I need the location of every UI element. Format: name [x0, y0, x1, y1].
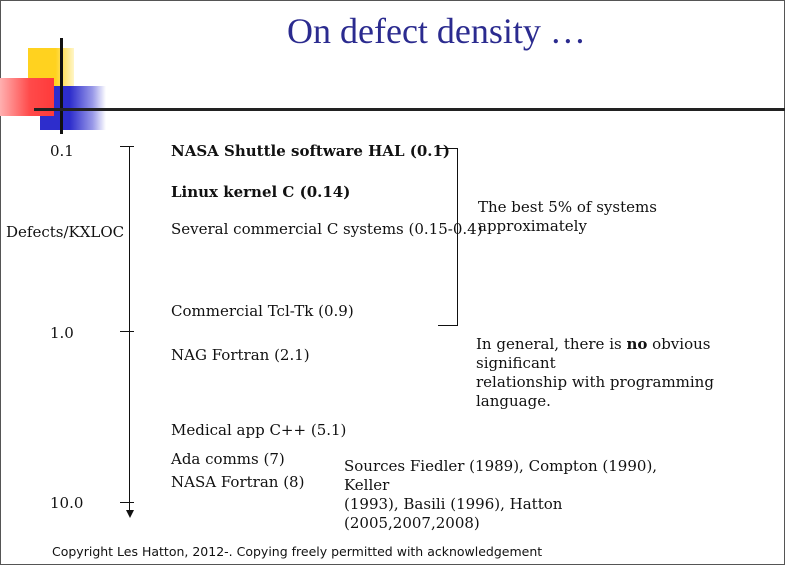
general-note-prefix: In general, there is	[476, 335, 627, 353]
bracket-bottom	[438, 325, 458, 326]
general-note-line2: relationship with programming language.	[476, 373, 714, 410]
decorative-vertical-line	[60, 38, 63, 134]
axis-tick-0-1	[120, 146, 134, 147]
bracket-vertical	[457, 148, 458, 326]
sources-line1: Sources Fiedler (1989), Compton (1990), …	[344, 457, 658, 494]
axis-tick-1-0	[120, 331, 134, 332]
general-note-emphasis: no	[626, 335, 648, 353]
axis-tick-10-0	[120, 502, 134, 503]
item-medical-app: Medical app C++ (5.1)	[171, 421, 347, 439]
item-nasa-shuttle: NASA Shuttle software HAL (0.1)	[171, 142, 451, 160]
item-nasa-fortran: NASA Fortran (8)	[171, 473, 305, 491]
item-commercial-c: Several commercial C systems (0.15-0.4)	[171, 220, 483, 238]
axis-tick-label: 1.0	[50, 324, 74, 342]
title-underline	[34, 108, 785, 111]
axis-tick-label: 0.1	[50, 142, 74, 160]
item-ada-comms: Ada comms (7)	[171, 450, 285, 468]
general-note-suffix: obvious significant	[476, 335, 711, 372]
best-systems-note: The best 5% of systems approximately	[478, 198, 718, 236]
item-tcl-tk: Commercial Tcl-Tk (0.9)	[171, 302, 354, 320]
best-note-line1: The best 5% of systems	[478, 198, 657, 216]
general-note: In general, there is no obvious signific…	[476, 335, 781, 411]
axis-arrow-icon	[126, 510, 134, 518]
bracket-top	[438, 148, 458, 149]
defect-axis-line	[129, 146, 130, 512]
slide-title: On defect density …	[287, 11, 586, 51]
copyright-footer: Copyright Les Hatton, 2012-. Copying fre…	[52, 544, 543, 559]
axis-label: Defects/KXLOC	[6, 223, 125, 241]
item-nag-fortran: NAG Fortran (2.1)	[171, 346, 310, 364]
sources-note: Sources Fiedler (1989), Compton (1990), …	[344, 457, 684, 533]
item-linux-kernel: Linux kernel C (0.14)	[171, 183, 351, 201]
best-note-line2: approximately	[478, 217, 587, 235]
axis-tick-label: 10.0	[50, 494, 84, 512]
sources-line2: (1993), Basili (1996), Hatton (2005,2007…	[344, 495, 563, 532]
